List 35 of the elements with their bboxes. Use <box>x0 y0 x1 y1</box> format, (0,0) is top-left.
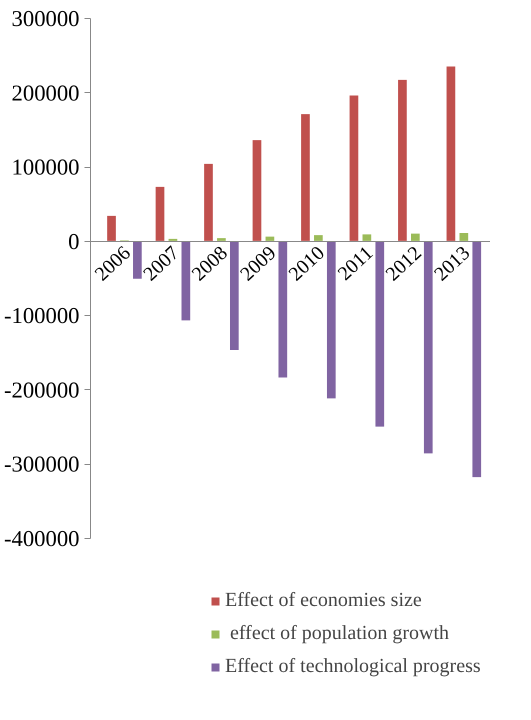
bar <box>471 240 482 478</box>
y-tick-label: -400000 <box>4 526 80 551</box>
bar <box>458 232 470 242</box>
y-tick-label: -300000 <box>4 452 80 477</box>
bar <box>326 240 337 400</box>
bar <box>203 162 214 242</box>
bar <box>422 240 434 454</box>
bar <box>374 240 386 428</box>
bar <box>410 232 421 242</box>
y-tick-label: 200000 <box>12 80 80 106</box>
x-tick-label: 2010 <box>284 242 329 286</box>
x-tick-label: 2011 <box>334 242 378 285</box>
y-tick-label: -200000 <box>4 377 80 402</box>
y-tick-label: 300000 <box>12 6 80 31</box>
legend-label: Effect of economies size <box>225 589 422 612</box>
legend-label: effect of population growth <box>229 622 450 645</box>
bar <box>277 240 288 379</box>
y-tick-label: 0 <box>68 228 80 254</box>
x-tick-label: 2012 <box>382 242 426 286</box>
x-tick-label: 2013 <box>430 242 474 286</box>
legend-label: Effect of technological progress <box>225 655 481 678</box>
y-tick-label: -100000 <box>4 303 80 328</box>
bar <box>228 240 240 352</box>
bar <box>106 214 117 242</box>
x-tick-label: 2009 <box>236 242 280 286</box>
y-tick-label: 100000 <box>12 154 80 180</box>
bar <box>300 113 311 242</box>
bar <box>313 234 324 242</box>
bar <box>180 240 192 322</box>
bar <box>252 139 262 242</box>
bar <box>154 186 166 242</box>
bar <box>397 78 408 242</box>
bar <box>348 94 360 242</box>
bar <box>446 66 456 242</box>
bar <box>132 240 143 280</box>
